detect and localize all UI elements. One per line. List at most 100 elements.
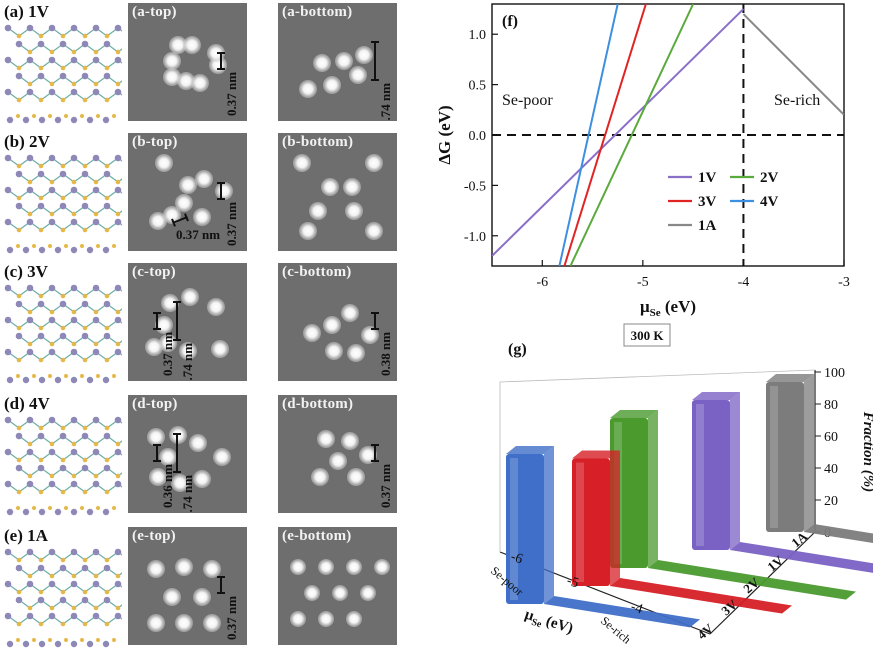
se-atom: [38, 489, 44, 495]
atom-spot: [359, 446, 377, 464]
x-tick-label: -6: [536, 275, 548, 290]
se-atom: [16, 457, 22, 463]
w-atom: [6, 640, 14, 648]
dimension-label: 0.74 nm: [180, 474, 195, 513]
w-atom: [70, 416, 78, 424]
w-atom: [37, 432, 45, 440]
se-atom: [104, 489, 110, 495]
se-atom: [27, 573, 33, 579]
atom-spot: [149, 212, 167, 230]
w-atom: [81, 170, 89, 178]
bar-highlight: [696, 404, 704, 546]
dimension-label: 0.74 nm: [378, 82, 393, 121]
w-atom: [92, 56, 100, 64]
row-label: (b) 2V: [4, 132, 50, 151]
w-atom: [70, 640, 78, 648]
atom-spot: [177, 72, 195, 90]
se-atom: [71, 605, 77, 611]
w-atom: [26, 480, 34, 488]
atom-spot: [346, 559, 362, 575]
w-atom: [114, 218, 122, 226]
se-atom: [27, 341, 33, 347]
panel-label: (f): [502, 13, 518, 30]
dimension-label: 0.74 nm: [180, 342, 195, 381]
se-atom: [112, 506, 116, 510]
se-atom: [38, 325, 44, 331]
atom-spot: [169, 426, 187, 444]
fraction-side-1A: [804, 374, 814, 532]
w-atom: [59, 596, 67, 604]
se-atom: [115, 473, 121, 479]
se-atom: [16, 114, 20, 118]
w-atom: [103, 300, 111, 308]
se-atom: [16, 506, 20, 510]
stm-title: (a-bottom): [282, 4, 353, 20]
atom-spot: [365, 154, 383, 172]
se-atom: [71, 473, 77, 479]
w-atom: [114, 316, 122, 324]
dimension-label: 0.37 nm: [176, 227, 221, 242]
se-atom: [32, 244, 36, 248]
stm-title: (c-top): [132, 264, 176, 280]
scale-bar: [371, 444, 379, 462]
se-atom: [38, 227, 44, 233]
se-atom: [115, 211, 121, 217]
w-atom: [4, 416, 12, 424]
atom-spot: [195, 170, 213, 188]
w-atom: [70, 348, 78, 356]
legend-label: 1V: [698, 170, 717, 186]
x-tick-label: -3: [838, 275, 850, 290]
w-atom: [48, 416, 56, 424]
w-atom: [38, 376, 46, 384]
se-atom: [71, 573, 77, 579]
w-atom: [92, 480, 100, 488]
se-atom: [38, 357, 44, 363]
se-atom: [27, 211, 33, 217]
annotation-se-rich: Se-rich: [774, 92, 820, 109]
dimension-label: 0.37 nm: [378, 463, 393, 508]
w-atom: [114, 480, 122, 488]
fraction-side-2V: [648, 410, 658, 568]
w-atom: [86, 376, 94, 384]
se-atom: [16, 244, 20, 248]
atom-spot: [360, 585, 376, 601]
w-atom: [59, 300, 67, 308]
se-atom: [104, 425, 110, 431]
annotation-se-rich: Se-rich: [598, 614, 634, 647]
se-atom: [112, 638, 116, 642]
w-atom: [59, 564, 67, 572]
fraction-top-1V: [692, 392, 740, 400]
se-atom: [60, 425, 66, 431]
se-atom: [16, 65, 22, 71]
se-atom: [27, 309, 33, 315]
w-atom: [103, 596, 111, 604]
se-atom: [49, 49, 55, 55]
w-atom: [4, 480, 12, 488]
se-atom: [48, 638, 52, 642]
w-atom: [92, 612, 100, 620]
w-atom: [15, 202, 23, 210]
fraction-tail-1A: [804, 524, 873, 544]
fraction-side-3V: [610, 450, 620, 586]
w-atom: [37, 596, 45, 604]
se-atom: [71, 441, 77, 447]
se-atom: [71, 49, 77, 55]
se-atom: [48, 506, 52, 510]
w-atom: [54, 246, 62, 254]
y-tick-label: 0.0: [469, 129, 487, 144]
w-atom: [59, 432, 67, 440]
se-atom: [96, 244, 100, 248]
w-atom: [48, 186, 56, 194]
w-atom: [26, 284, 34, 292]
stm-image-bottom: (b-bottom): [278, 133, 397, 251]
w-atom: [26, 416, 34, 424]
se-atom: [104, 557, 110, 563]
se-atom: [80, 244, 84, 248]
se-atom: [64, 506, 68, 510]
w-atom: [26, 448, 34, 456]
w-atom: [70, 186, 78, 194]
w-atom: [70, 56, 78, 64]
w-atom: [114, 88, 122, 96]
z-axis-label: Fraction (%): [860, 411, 873, 492]
atomic-structure-diagram: [4, 548, 152, 650]
